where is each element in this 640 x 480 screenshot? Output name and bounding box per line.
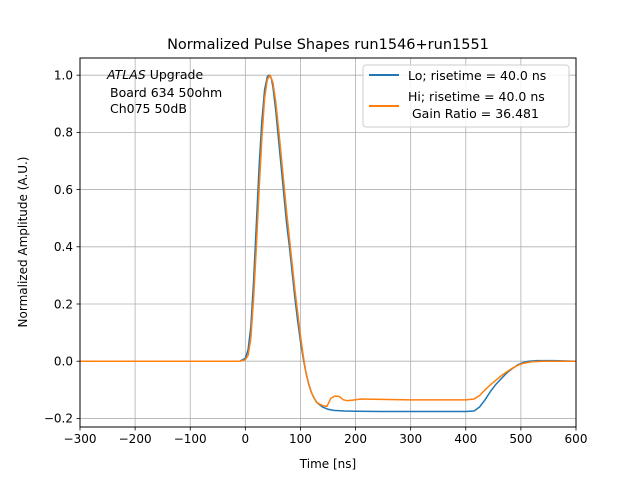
x-tick-label: 100	[289, 432, 312, 446]
plot-series	[80, 74, 577, 413]
legend: Lo; risetime = 40.0 ns Hi; risetime = 40…	[362, 64, 570, 128]
annotation-board: Board 634 50ohm	[110, 85, 222, 100]
x-tick-label: −200	[119, 432, 152, 446]
chart-title: Normalized Pulse Shapes run1546+run1551	[167, 37, 489, 53]
y-tick-label: 1.0	[54, 68, 73, 82]
annotation-upgrade: Upgrade	[146, 67, 204, 82]
legend-label-hi: Hi; risetime = 40.0 ns	[408, 89, 545, 104]
x-tick-label: −100	[174, 432, 207, 446]
annotation-atlas: ATLAS	[106, 67, 146, 82]
x-tick-label: 500	[509, 432, 532, 446]
x-tick-label: 0	[242, 432, 250, 446]
legend-box	[362, 64, 570, 128]
legend-label-hi-gain: Gain Ratio = 36.481	[412, 106, 539, 121]
svg-text:ATLAS Upgrade: ATLAS Upgrade	[106, 67, 203, 82]
y-tick-label: 0.2	[54, 297, 73, 311]
x-tick-label: 600	[565, 432, 588, 446]
series-line-hi	[80, 74, 576, 408]
y-axis-label: Normalized Amplitude (A.U.)	[16, 157, 30, 328]
y-tick-label: 0.4	[54, 240, 73, 254]
x-tick-label: 300	[399, 432, 422, 446]
y-tick-label: 0.0	[54, 355, 73, 369]
x-axis-label: Time [ns]	[299, 457, 356, 471]
y-tick-label: 0.8	[54, 126, 73, 140]
x-tick-label: 200	[344, 432, 367, 446]
y-tick-label: 0.6	[54, 183, 73, 197]
x-tick-label: 400	[454, 432, 477, 446]
annotation-channel: Ch075 50dB	[110, 101, 187, 116]
x-tick-label: −300	[64, 432, 97, 446]
y-tick-label: −0.2	[44, 412, 73, 426]
legend-label-lo: Lo; risetime = 40.0 ns	[408, 68, 546, 83]
plot-area-frame	[79, 57, 577, 428]
atlas-annotation: ATLAS Upgrade Board 634 50ohm Ch075 50dB	[106, 67, 222, 116]
axis-ticks: −300 −200 −100 0 100 200 300 400 500 600 −0.2 0.0 0.…	[44, 68, 588, 446]
